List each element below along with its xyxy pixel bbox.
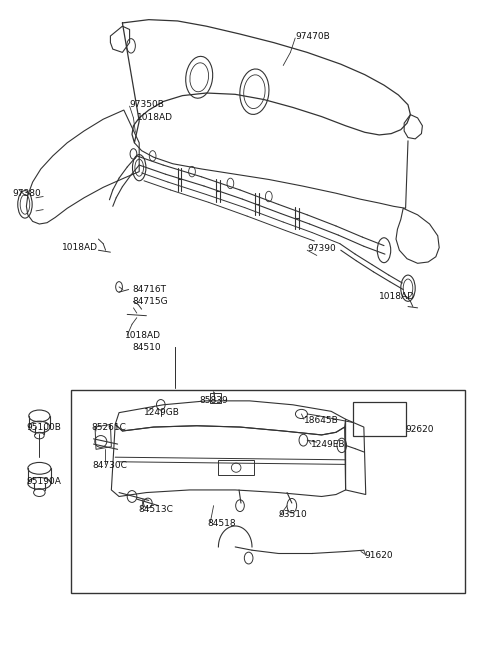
- Text: 84730C: 84730C: [92, 460, 127, 470]
- Text: 1018AD: 1018AD: [379, 291, 415, 301]
- Bar: [353, 402, 406, 436]
- Text: 92620: 92620: [406, 424, 434, 434]
- Text: 84518: 84518: [207, 519, 236, 529]
- Text: 97350B: 97350B: [130, 100, 165, 109]
- Text: 91620: 91620: [365, 551, 394, 560]
- Text: 84510: 84510: [132, 343, 161, 352]
- Bar: [210, 393, 221, 403]
- Text: 1018AD: 1018AD: [125, 331, 161, 340]
- Text: 84716T: 84716T: [132, 285, 166, 294]
- Text: 85839: 85839: [199, 396, 228, 405]
- Text: 85261C: 85261C: [91, 422, 126, 432]
- Text: 97470B: 97470B: [295, 31, 330, 41]
- Text: 84715G: 84715G: [132, 297, 168, 306]
- Bar: [71, 390, 465, 593]
- Text: 93510: 93510: [278, 510, 307, 519]
- Bar: [218, 460, 254, 475]
- Text: 1018AD: 1018AD: [62, 243, 98, 252]
- Text: 97390: 97390: [307, 244, 336, 253]
- Text: 95100B: 95100B: [26, 422, 61, 432]
- Text: 1249GB: 1249GB: [144, 408, 180, 417]
- Text: 97380: 97380: [12, 189, 41, 198]
- Text: 95190A: 95190A: [26, 477, 61, 486]
- Text: 18645B: 18645B: [304, 416, 338, 425]
- Text: 84513C: 84513C: [138, 505, 173, 514]
- Text: 1249EB: 1249EB: [311, 440, 346, 449]
- Text: 1018AD: 1018AD: [137, 113, 173, 122]
